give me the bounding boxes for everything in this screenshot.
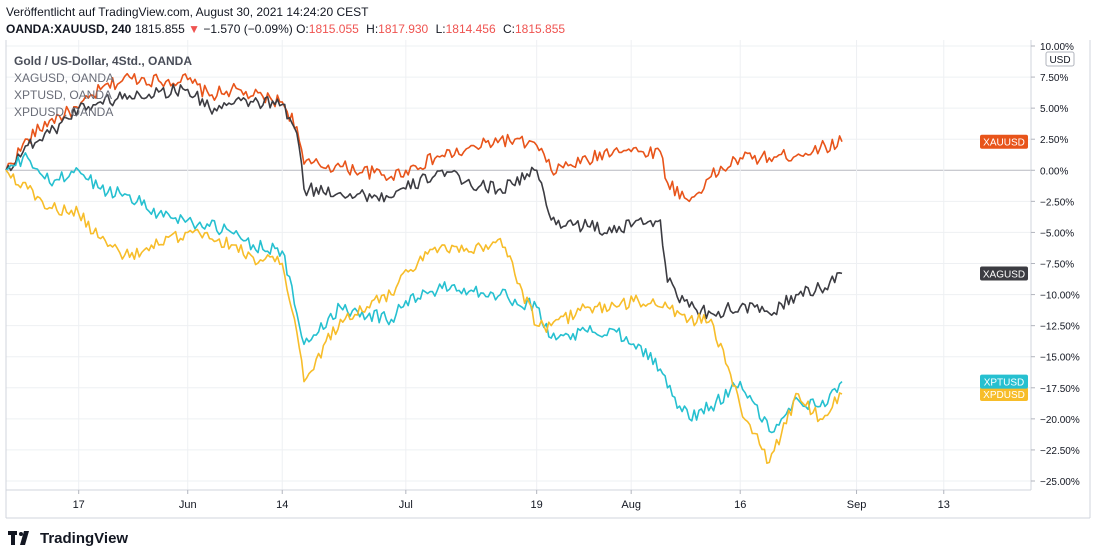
series-line-xagusd[interactable] bbox=[5, 83, 843, 320]
currency-unit-label: USD bbox=[1049, 55, 1070, 66]
legend-row-xpdusd[interactable]: XPDUSD, OANDA bbox=[14, 105, 113, 119]
legend-row-xptusd[interactable]: XPTUSD, OANDA bbox=[14, 88, 112, 102]
x-tick-label: 19 bbox=[531, 499, 543, 511]
badge-label: XAUUSD bbox=[983, 138, 1025, 149]
y-axis[interactable]: 10.00% 7.50% 5.00% 2.50% 0.00% −2.50% −5.00% −7… bbox=[1031, 42, 1080, 488]
last-price: 1815.855 bbox=[134, 22, 185, 36]
y-tick-label: −22.50% bbox=[1040, 446, 1080, 457]
close-label: C: bbox=[503, 22, 515, 36]
x-tick-label: 14 bbox=[276, 499, 288, 511]
y-tick-label: −25.00% bbox=[1040, 477, 1080, 488]
x-tick-label: Jun bbox=[179, 499, 197, 511]
series-line-xptusd[interactable] bbox=[5, 152, 843, 434]
x-tick-label: Aug bbox=[621, 499, 641, 511]
badge-label: XAGUSD bbox=[983, 269, 1025, 280]
x-tick-label: 13 bbox=[938, 499, 950, 511]
y-tick-label: 0.00% bbox=[1040, 166, 1068, 177]
badge-xagusd: XAGUSD bbox=[980, 266, 1028, 281]
price-change: −1.570 (−0.09%) bbox=[203, 22, 293, 36]
chart-grid bbox=[6, 40, 1031, 490]
published-note: Veröffentlicht auf TradingView.com, Augu… bbox=[6, 5, 369, 19]
legend-row-xagusd[interactable]: XAGUSD, OANDA bbox=[14, 71, 114, 85]
low-label: L: bbox=[435, 22, 446, 36]
badge-label: XPDUSD bbox=[983, 390, 1025, 401]
chart-frame bbox=[5, 40, 1091, 519]
y-tick-label: −10.00% bbox=[1040, 291, 1080, 302]
y-tick-label: −17.50% bbox=[1040, 384, 1080, 395]
badge-bg bbox=[980, 387, 1028, 401]
currency-unit[interactable]: USD bbox=[1045, 51, 1075, 67]
low-value: 1814.456 bbox=[445, 22, 496, 36]
brand-name[interactable]: TradingView bbox=[40, 529, 129, 547]
x-tick-label: Jul bbox=[399, 499, 413, 511]
y-tick-label: 10.00% bbox=[1040, 42, 1074, 53]
x-tick-label: 17 bbox=[73, 499, 85, 511]
y-tick-label: 5.00% bbox=[1040, 104, 1068, 115]
y-tick-label: −5.00% bbox=[1040, 228, 1074, 239]
badge-xpdusd: XPDUSD bbox=[980, 387, 1028, 401]
y-tick-label: 2.50% bbox=[1040, 135, 1068, 146]
high-value: 1817.930 bbox=[378, 22, 429, 36]
x-tick-label: 16 bbox=[734, 499, 746, 511]
badge-bg bbox=[980, 374, 1028, 389]
open-label: O: bbox=[296, 22, 309, 36]
badge-label: XPTUSD bbox=[984, 378, 1025, 389]
chart-legend: Gold / US-Dollar, 4Std., OANDA XAGUSD, O… bbox=[14, 54, 192, 119]
badge-bg bbox=[980, 134, 1028, 149]
y-tick-label: −7.50% bbox=[1040, 260, 1074, 271]
symbol-name[interactable]: OANDA:XAUUSD, 240 bbox=[6, 22, 132, 36]
badge-bg bbox=[980, 266, 1028, 281]
high-label: H: bbox=[366, 22, 379, 36]
symbol-info-bar: OANDA:XAUUSD, 240 1815.855 ▼ −1.570 (−0.… bbox=[6, 22, 569, 36]
badge-xptusd: XPTUSD bbox=[980, 374, 1028, 389]
down-arrow-icon: ▼ bbox=[188, 22, 200, 36]
series-line-xauusd[interactable] bbox=[5, 72, 843, 203]
badge-xauusd: XAUUSD bbox=[980, 134, 1028, 149]
y-tick-label: −20.00% bbox=[1040, 415, 1080, 426]
open-value: 1815.055 bbox=[308, 22, 359, 36]
y-tick-label: −12.50% bbox=[1040, 322, 1080, 333]
legend-title: Gold / US-Dollar, 4Std., OANDA bbox=[14, 54, 192, 68]
series-lines bbox=[5, 72, 843, 465]
footer: TradingView bbox=[8, 528, 128, 548]
x-tick-label: Sep bbox=[847, 499, 867, 511]
close-value: 1815.855 bbox=[515, 22, 566, 36]
tradingview-logo-icon bbox=[8, 531, 29, 545]
y-tick-label: −15.00% bbox=[1040, 353, 1080, 364]
series-line-xpdusd[interactable] bbox=[5, 169, 843, 465]
y-tick-label: −2.50% bbox=[1040, 197, 1074, 208]
y-tick-label: 7.50% bbox=[1040, 73, 1068, 84]
x-axis[interactable]: 17 Jun 14 Jul 19 Aug 16 Sep 13 bbox=[73, 490, 950, 511]
